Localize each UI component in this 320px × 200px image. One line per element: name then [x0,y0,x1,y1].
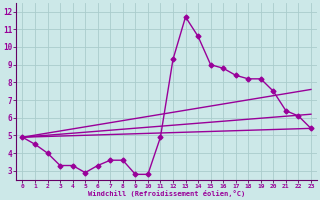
X-axis label: Windchill (Refroidissement éolien,°C): Windchill (Refroidissement éolien,°C) [88,190,245,197]
